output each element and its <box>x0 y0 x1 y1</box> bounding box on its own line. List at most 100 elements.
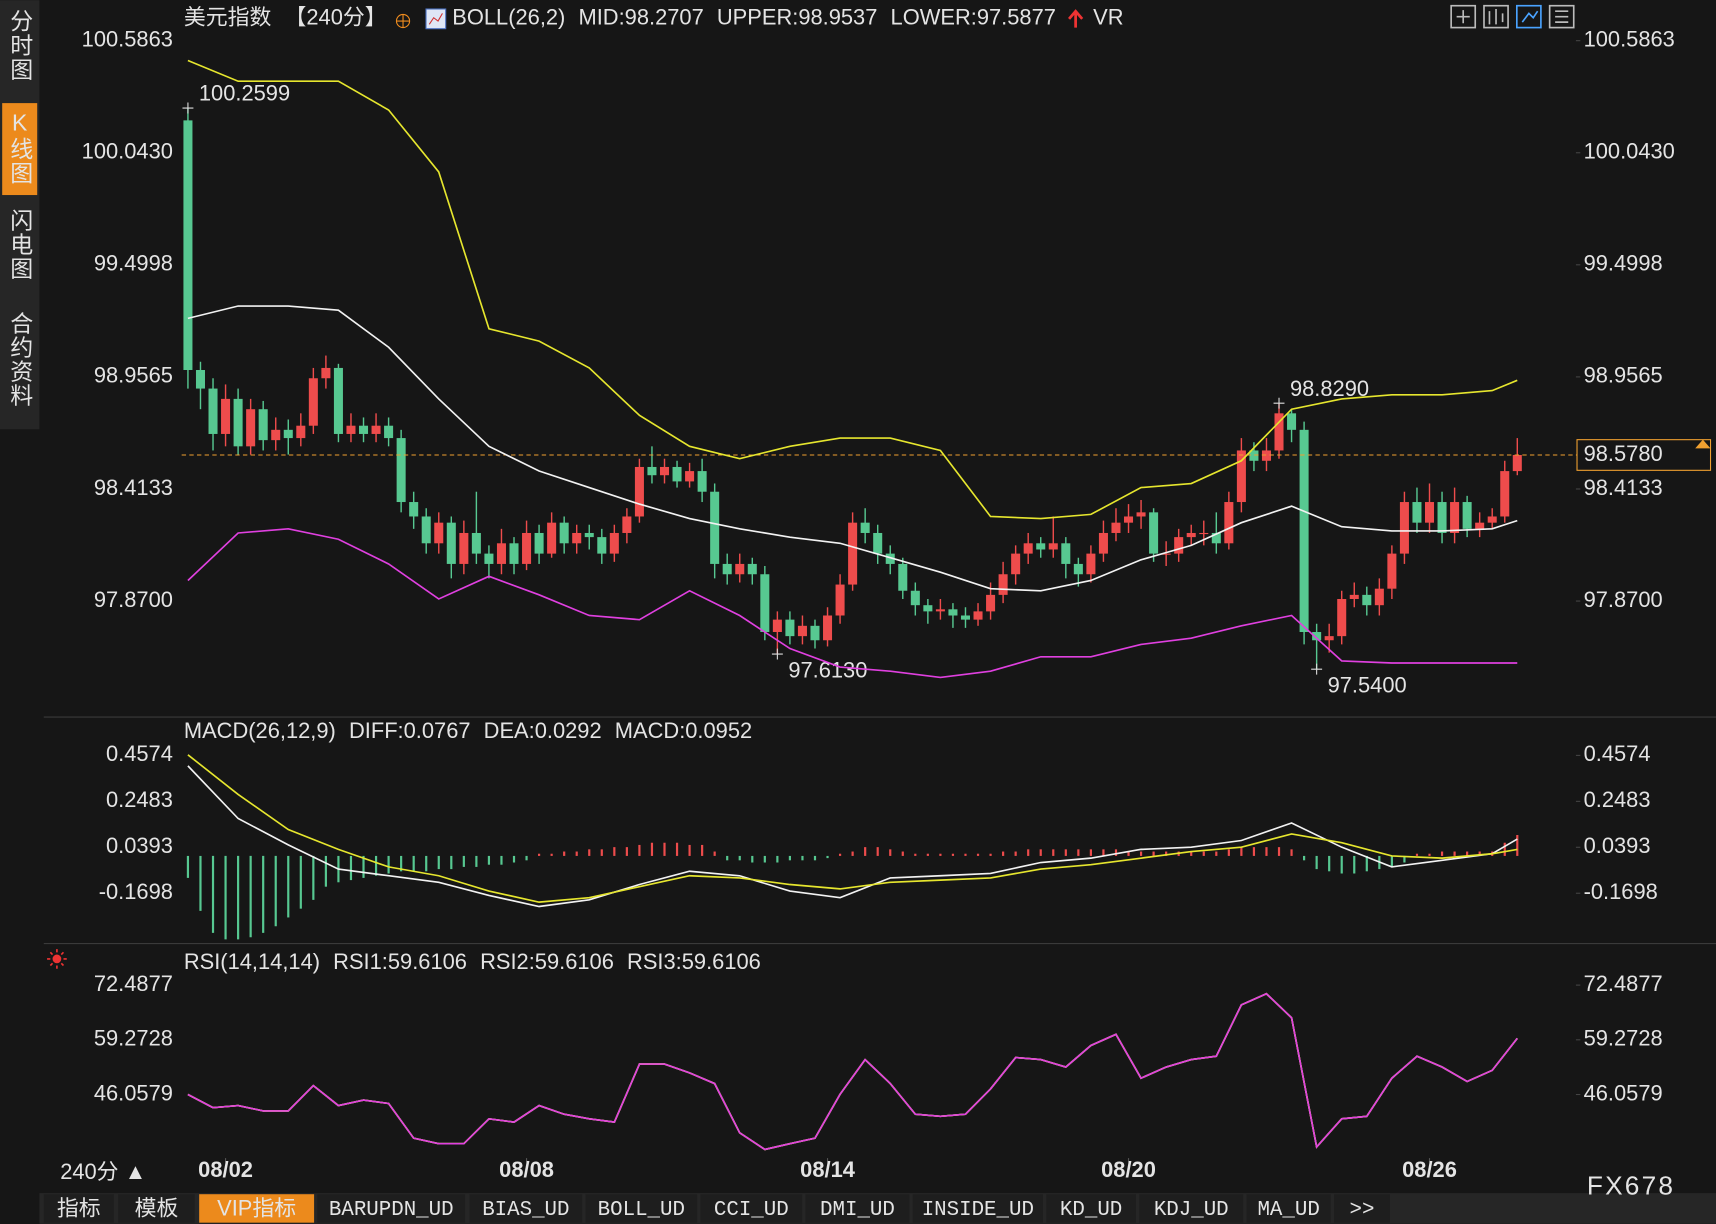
y-tick-label: 98.9565 <box>1584 363 1663 388</box>
bottom-tab[interactable] <box>700 1194 803 1223</box>
candle-body <box>522 532 532 564</box>
y-tick-label: -0.1698 <box>1584 879 1658 904</box>
y-tick-label: 0.4574 <box>106 741 173 766</box>
candle-body <box>534 532 544 554</box>
candle-body <box>835 584 845 616</box>
candle-body <box>1324 636 1334 641</box>
candle-body <box>823 615 833 641</box>
candle-body <box>446 522 456 564</box>
candle-body <box>772 619 782 633</box>
bottom-tab[interactable] <box>1334 1194 1390 1223</box>
y-tick-label: 99.4998 <box>1584 251 1663 276</box>
sidebar-tab[interactable]: 闪电图 <box>7 208 33 280</box>
candle-body <box>1475 522 1485 529</box>
x-tick-label: 08/08 <box>499 1157 554 1182</box>
candle-body <box>960 615 971 620</box>
bottom-tab-label[interactable]: BIAS_UD <box>482 1199 569 1222</box>
candle-body <box>1249 450 1259 461</box>
candle-body <box>697 471 707 492</box>
bottom-tab-label[interactable]: MA_UD <box>1257 1199 1319 1222</box>
candle-body <box>233 398 243 447</box>
toolbar-icons[interactable] <box>1450 4 1575 29</box>
bottom-tab-label[interactable]: DMI_UD <box>820 1199 895 1222</box>
candle-body <box>1450 502 1460 533</box>
y-tick-label: 59.2728 <box>94 1026 173 1051</box>
candle-body <box>1399 502 1409 554</box>
candle-body <box>885 553 895 564</box>
icon-button[interactable] <box>1483 4 1509 29</box>
candle-body <box>1161 553 1171 555</box>
bottom-tab[interactable] <box>43 1194 114 1223</box>
icon-glyph <box>1555 10 1569 23</box>
candle-body <box>371 425 381 434</box>
candle-body <box>1512 454 1522 472</box>
icon-glyph <box>1488 8 1504 25</box>
sidebar-tab[interactable]: K线图 <box>7 110 33 185</box>
last-price-box <box>1576 439 1712 471</box>
candle-body <box>647 466 657 476</box>
y-tick-label: 46.0579 <box>94 1080 173 1105</box>
icon-button[interactable] <box>1548 4 1575 29</box>
candle-body <box>1500 471 1510 517</box>
bottom-tab[interactable] <box>1139 1194 1244 1223</box>
legend-text: VR <box>1093 5 1123 30</box>
y-tick-label: 97.8700 <box>94 587 173 612</box>
bottom-tab-label[interactable]: BOLL_UD <box>598 1199 685 1222</box>
icon-button[interactable] <box>1516 4 1542 29</box>
candle-body <box>1437 502 1447 533</box>
bottom-tab[interactable] <box>118 1194 195 1223</box>
candle-body <box>1424 502 1435 523</box>
candle-body <box>898 563 908 591</box>
bottom-tab[interactable] <box>912 1194 1043 1223</box>
x-tick-label: 08/14 <box>800 1157 856 1182</box>
candle-body <box>384 425 394 439</box>
chart-panel: 100.5863 100.5863 100.0430 100.0430 99.4998 9… <box>82 5 1712 697</box>
candle-body <box>1412 502 1422 523</box>
candle-body <box>597 537 607 554</box>
candle-body <box>1199 532 1209 535</box>
sidebar-tab[interactable]: 合约资料 <box>7 311 33 407</box>
bottom-tab[interactable] <box>1046 1194 1136 1223</box>
bottom-tab[interactable] <box>469 1194 583 1223</box>
bottom-tab[interactable] <box>199 1194 315 1223</box>
bottom-tab-label[interactable]: BARUPDN_UD <box>329 1199 454 1222</box>
bottom-tab[interactable] <box>805 1194 910 1223</box>
candle-body <box>434 522 444 544</box>
y-tick-label: 100.5863 <box>82 26 173 51</box>
legend-text: DEA:0.0292 <box>484 718 602 743</box>
bottom-tab-label[interactable]: 指标 <box>57 1195 101 1220</box>
y-tick-label: 100.0430 <box>82 139 173 164</box>
sidebar-tab[interactable]: 分时图 <box>7 9 33 81</box>
bottom-tab-label[interactable]: KDJ_UD <box>1154 1199 1229 1222</box>
y-tick-label: 0.2483 <box>106 787 173 812</box>
bottom-tab[interactable] <box>585 1194 698 1223</box>
candle-body <box>910 590 920 606</box>
y-tick-label: 72.4877 <box>94 971 173 996</box>
candle-body <box>998 574 1008 595</box>
icon <box>1068 9 1084 28</box>
candle-body <box>685 471 695 482</box>
candle-body <box>1261 450 1271 461</box>
bottom-tab-label[interactable]: 模板 <box>135 1195 179 1220</box>
candle-body <box>735 563 745 575</box>
bottom-tab-label[interactable]: KD_UD <box>1060 1199 1122 1222</box>
period-selector[interactable]: 240分 ▲ <box>60 1159 146 1184</box>
candle-body <box>848 522 858 585</box>
bottom-tab[interactable] <box>317 1194 466 1223</box>
candle-body <box>986 594 996 612</box>
bottom-tab-label[interactable]: >> <box>1349 1199 1374 1222</box>
bottom-tab[interactable] <box>1246 1194 1331 1223</box>
icon-button[interactable] <box>1450 4 1477 29</box>
indicator-line <box>187 527 1518 679</box>
bottom-tab-label[interactable]: INSIDE_UD <box>922 1199 1034 1222</box>
extreme-marker <box>1273 397 1285 409</box>
y-tick-label: 72.4877 <box>1584 971 1663 996</box>
y-tick-label: 0.4574 <box>1584 741 1651 766</box>
bottom-tab-label[interactable]: CCI_UD <box>714 1199 789 1222</box>
bottom-tab-label[interactable]: VIP指标 <box>217 1195 296 1220</box>
candle-body <box>258 409 268 441</box>
candle-body <box>672 466 682 482</box>
y-tick-label: 0.0393 <box>1584 833 1651 858</box>
candle-body <box>797 625 807 637</box>
candle-body <box>1312 632 1322 641</box>
